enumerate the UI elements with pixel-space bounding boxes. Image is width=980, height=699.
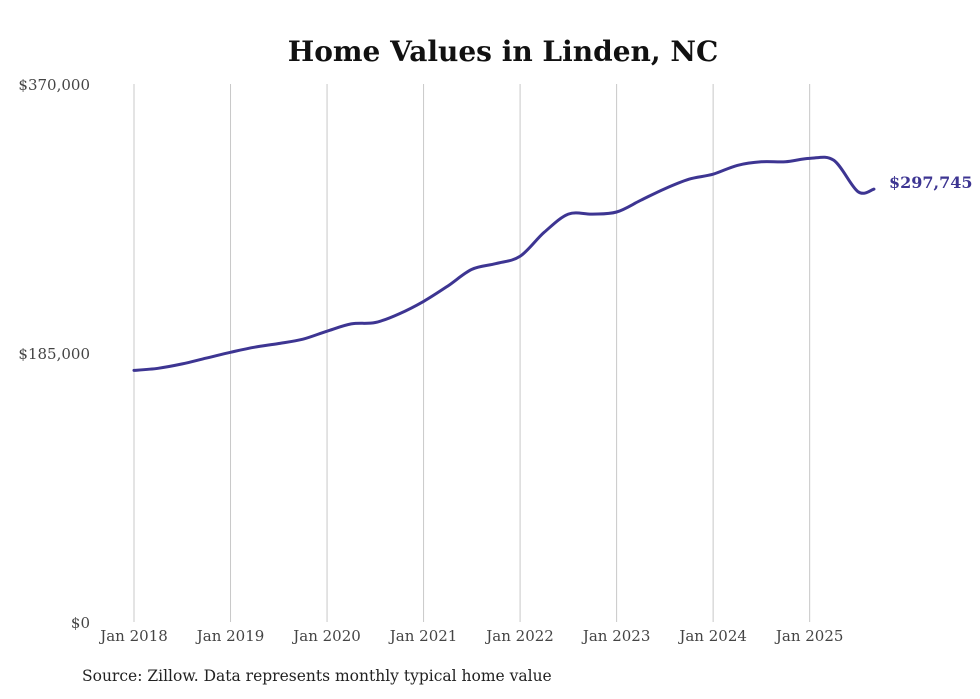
x-tick-label: Jan 2022 (484, 627, 554, 645)
x-tick-label: Jan 2019 (195, 627, 265, 645)
series-layer (132, 155, 876, 372)
x-tick-label: Jan 2023 (581, 627, 651, 645)
x-axis: Jan 2018 Jan 2019 Jan 2020 Jan 2021 Jan 2022… (98, 627, 843, 645)
y-axis: $0 $185,000 $370,000 (18, 76, 90, 632)
x-tick-label: Jan 2025 (774, 627, 844, 645)
x-tick-label: Jan 2020 (291, 627, 361, 645)
x-tick-label: Jan 2021 (388, 627, 458, 645)
y-tick-label: $0 (71, 614, 90, 632)
chart-title: Home Values in Linden, NC (288, 35, 719, 68)
y-tick-label: $370,000 (18, 76, 90, 94)
end-value-label: $297,745 (889, 173, 973, 192)
y-tick-label: $185,000 (18, 345, 90, 363)
vertical-gridlines (133, 84, 811, 622)
source-note: Source: Zillow. Data represents monthly … (82, 667, 552, 685)
series-line (132, 155, 876, 372)
x-tick-label: Jan 2018 (98, 627, 168, 645)
x-tick-label: Jan 2024 (677, 627, 747, 645)
